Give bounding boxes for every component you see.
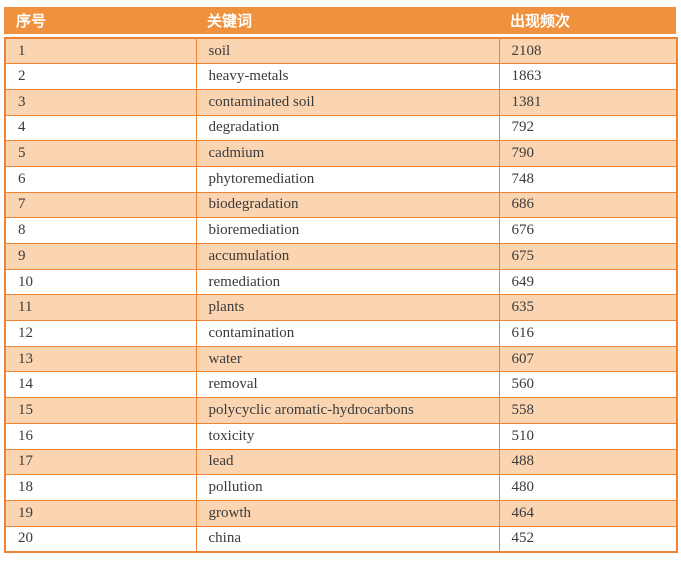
no-cell: 9: [4, 243, 197, 270]
frequency-cell: 635: [498, 294, 678, 322]
keyword-cell: lead: [195, 448, 500, 476]
keyword-cell: degradation: [195, 114, 500, 142]
table-row: 6 phytoremediation 748: [4, 165, 678, 193]
frequency-cell: 1863: [498, 63, 678, 90]
frequency-cell: 560: [498, 371, 678, 399]
no-cell: 8: [4, 217, 197, 244]
table-row: 15 polycyclic aromatic-hydrocarbons 558: [4, 397, 678, 424]
table-row: 4 degradation 792: [4, 114, 678, 142]
no-cell: 2: [4, 63, 197, 90]
header-body-divider: [4, 34, 676, 37]
table-row: 16 toxicity 510: [4, 422, 678, 450]
keyword-cell: phytoremediation: [195, 165, 500, 193]
keyword-cell: plants: [195, 294, 500, 322]
no-cell: 14: [4, 371, 197, 399]
table-row: 17 lead 488: [4, 448, 678, 476]
frequency-cell: 464: [498, 499, 678, 527]
table-row: 18 pollution 480: [4, 474, 678, 501]
table-row: 5 cadmium 790: [4, 140, 678, 167]
frequency-cell: 452: [498, 525, 678, 553]
keyword-cell: pollution: [195, 474, 500, 501]
no-cell: 12: [4, 320, 197, 347]
keyword-cell: growth: [195, 499, 500, 527]
frequency-cell: 480: [498, 474, 678, 501]
no-cell: 3: [4, 88, 197, 116]
frequency-cell: 607: [498, 345, 678, 373]
table-row: 3 contaminated soil 1381: [4, 88, 678, 116]
table-row: 10 remediation 649: [4, 268, 678, 296]
header-cell-no: 序号: [16, 13, 47, 30]
table-body: 1 soil 2108 2 heavy-metals 1863 3 contaminated …: [4, 37, 678, 553]
frequency-cell: 558: [498, 397, 678, 424]
keyword-cell: polycyclic aromatic-hydrocarbons: [195, 397, 500, 424]
keyword-cell: bioremediation: [195, 217, 500, 244]
no-cell: 16: [4, 422, 197, 450]
frequency-cell: 510: [498, 422, 678, 450]
keyword-cell: soil: [195, 37, 500, 65]
table-row: 9 accumulation 675: [4, 243, 678, 270]
table-header: 序号 关键词 出现频次: [4, 7, 676, 34]
header-cell-keyword: 关键词: [207, 13, 253, 30]
keyword-cell: remediation: [195, 268, 500, 296]
no-cell: 15: [4, 397, 197, 424]
table-row: 8 bioremediation 676: [4, 217, 678, 244]
table-row: 11 plants 635: [4, 294, 678, 322]
keyword-cell: contaminated soil: [195, 88, 500, 116]
keyword-frequency-table: 序号 关键词 出现频次 1 soil 2108 2 heavy-metals 1863 3 c…: [4, 7, 678, 553]
frequency-cell: 686: [498, 191, 678, 219]
table-row: 19 growth 464: [4, 499, 678, 527]
frequency-cell: 488: [498, 448, 678, 476]
header-cell-frequency: 出现频次: [510, 13, 571, 30]
table-row: 7 biodegradation 686: [4, 191, 678, 219]
frequency-cell: 792: [498, 114, 678, 142]
keyword-cell: biodegradation: [195, 191, 500, 219]
table-row: 2 heavy-metals 1863: [4, 63, 678, 90]
keyword-cell: contamination: [195, 320, 500, 347]
no-cell: 5: [4, 140, 197, 167]
frequency-cell: 675: [498, 243, 678, 270]
keyword-cell: china: [195, 525, 500, 553]
no-cell: 4: [4, 114, 197, 142]
no-cell: 19: [4, 499, 197, 527]
frequency-cell: 649: [498, 268, 678, 296]
table-row: 1 soil 2108: [4, 37, 678, 65]
no-cell: 18: [4, 474, 197, 501]
no-cell: 17: [4, 448, 197, 476]
keyword-cell: accumulation: [195, 243, 500, 270]
no-cell: 20: [4, 525, 197, 553]
no-cell: 10: [4, 268, 197, 296]
keyword-cell: heavy-metals: [195, 63, 500, 90]
keyword-cell: toxicity: [195, 422, 500, 450]
frequency-cell: 1381: [498, 88, 678, 116]
no-cell: 7: [4, 191, 197, 219]
table-row: 13 water 607: [4, 345, 678, 373]
frequency-cell: 748: [498, 165, 678, 193]
keyword-cell: cadmium: [195, 140, 500, 167]
table-body-grid: 1 soil 2108 2 heavy-metals 1863 3 contaminated …: [4, 37, 678, 553]
frequency-cell: 2108: [498, 37, 678, 65]
no-cell: 11: [4, 294, 197, 322]
table-row: 20 china 452: [4, 525, 678, 553]
frequency-cell: 790: [498, 140, 678, 167]
no-cell: 1: [4, 37, 197, 65]
table-row: 12 contamination 616: [4, 320, 678, 347]
table-row: 14 removal 560: [4, 371, 678, 399]
keyword-cell: water: [195, 345, 500, 373]
keyword-cell: removal: [195, 371, 500, 399]
frequency-cell: 676: [498, 217, 678, 244]
no-cell: 6: [4, 165, 197, 193]
no-cell: 13: [4, 345, 197, 373]
frequency-cell: 616: [498, 320, 678, 347]
